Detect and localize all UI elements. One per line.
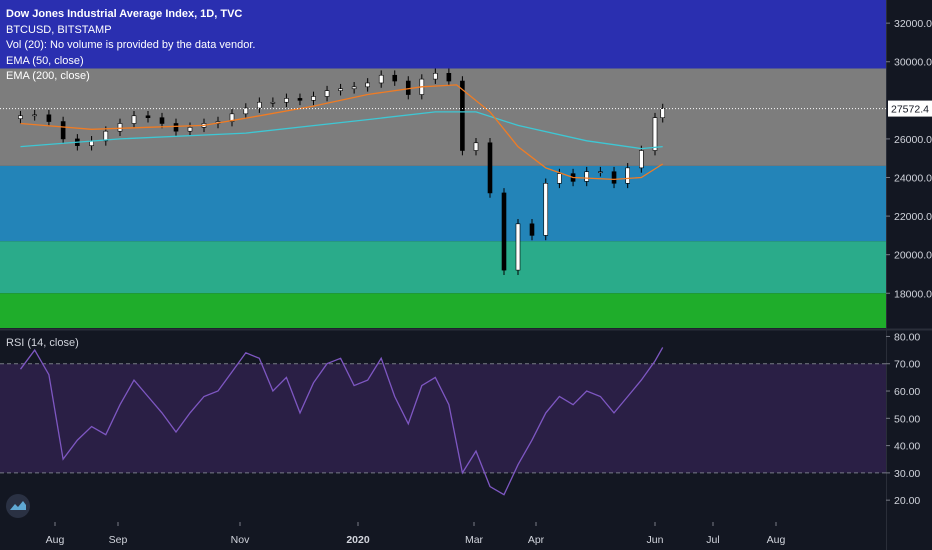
time-tick-label: Apr	[528, 534, 545, 546]
time-tick-label: Aug	[46, 534, 65, 546]
price-band-0	[0, 0, 886, 69]
candle-body	[392, 74, 398, 82]
price-band-4	[0, 293, 886, 328]
candle-body	[584, 171, 590, 182]
candle-body	[32, 114, 37, 117]
rsi-tick-label: 80.00	[894, 331, 920, 343]
time-tick-label: Sep	[109, 534, 128, 546]
price-tick-label: 32000.0	[894, 18, 932, 30]
candle-body	[284, 98, 289, 103]
candle-body	[639, 150, 644, 169]
candle-body	[103, 130, 109, 142]
candle-body	[18, 115, 23, 119]
candle-body	[159, 117, 165, 124]
legend-ema50[interactable]: EMA (50, close)	[6, 54, 84, 67]
candle-body	[378, 74, 384, 84]
price-tick-label: 26000.0	[894, 134, 932, 146]
candle-body	[117, 123, 123, 132]
price-tick-label: 20000.0	[894, 250, 932, 262]
candle-body	[446, 73, 452, 82]
candle-body	[60, 121, 66, 140]
candle-body	[187, 127, 193, 132]
time-tick-label: 2020	[346, 534, 370, 546]
ema200-line	[20, 111, 663, 150]
candle-body	[529, 223, 535, 236]
candle-body	[324, 90, 330, 97]
legend-volume[interactable]: Vol (20): No volume is provided by the d…	[6, 39, 256, 51]
candle-body	[173, 123, 179, 132]
candle-body	[243, 107, 249, 115]
candle-body	[598, 171, 603, 174]
candle-body	[351, 86, 357, 90]
candle-body	[557, 173, 562, 184]
time-tick-label: Aug	[767, 534, 786, 546]
last-price-tag	[888, 100, 932, 117]
last-price-label: 27572.4	[891, 104, 929, 116]
candle-body	[652, 117, 658, 151]
time-tick-label: Jul	[706, 534, 719, 546]
time-tick-label: Jun	[647, 534, 664, 546]
chart-legend: Dow Jones Industrial Average Index, 1D, …	[6, 7, 255, 85]
candle-body	[515, 223, 521, 271]
price-band-2	[0, 165, 886, 242]
logo-mark-icon	[10, 501, 26, 510]
candle-body	[257, 101, 262, 109]
rsi-legend[interactable]: RSI (14, close)	[6, 337, 79, 349]
candle-body	[145, 115, 151, 118]
time-tick-label: Mar	[465, 534, 484, 546]
candle-body	[338, 88, 343, 91]
candle-body	[660, 108, 666, 118]
price-tick-label: 24000.0	[894, 173, 932, 185]
rsi-tick-label: 30.00	[894, 468, 920, 480]
candle-body	[270, 101, 276, 104]
tradingview-logo-icon[interactable]	[6, 494, 30, 518]
price-band-3	[0, 241, 886, 294]
candle-body	[365, 82, 370, 88]
candle-body	[229, 113, 235, 122]
candle-body	[131, 115, 137, 124]
candle-body	[46, 114, 52, 122]
candle-body	[543, 182, 549, 236]
candle-body	[473, 142, 479, 151]
rsi-tick-label: 70.00	[894, 359, 920, 371]
candle-body	[311, 96, 316, 101]
candle-body	[487, 142, 493, 194]
legend-title[interactable]: Dow Jones Industrial Average Index, 1D, …	[6, 8, 243, 20]
candle-body	[460, 80, 465, 151]
legend-ema200[interactable]: EMA (200, close)	[6, 70, 90, 82]
price-tick-label: 30000.0	[894, 57, 932, 69]
time-tick-label: Nov	[231, 534, 250, 546]
rsi-tick-label: 50.00	[894, 413, 920, 425]
rsi-tick-label: 60.00	[894, 386, 920, 398]
ema50-line	[20, 84, 664, 181]
candle-body	[501, 192, 507, 271]
candle-body	[611, 171, 617, 184]
candle-body	[297, 98, 303, 101]
rsi-tick-label: 20.00	[894, 495, 920, 507]
legend-compare-symbol[interactable]: BTCUSD, BITSTAMP	[6, 23, 112, 36]
rsi-line	[19, 347, 664, 496]
candle-body	[625, 167, 630, 184]
rsi-band	[0, 363, 886, 473]
price-tick-label: 22000.0	[894, 211, 932, 223]
rsi-tick-label: 40.00	[894, 441, 920, 453]
candle-body	[405, 80, 411, 95]
candle-body	[433, 73, 438, 80]
price-tick-label: 18000.0	[894, 288, 932, 300]
